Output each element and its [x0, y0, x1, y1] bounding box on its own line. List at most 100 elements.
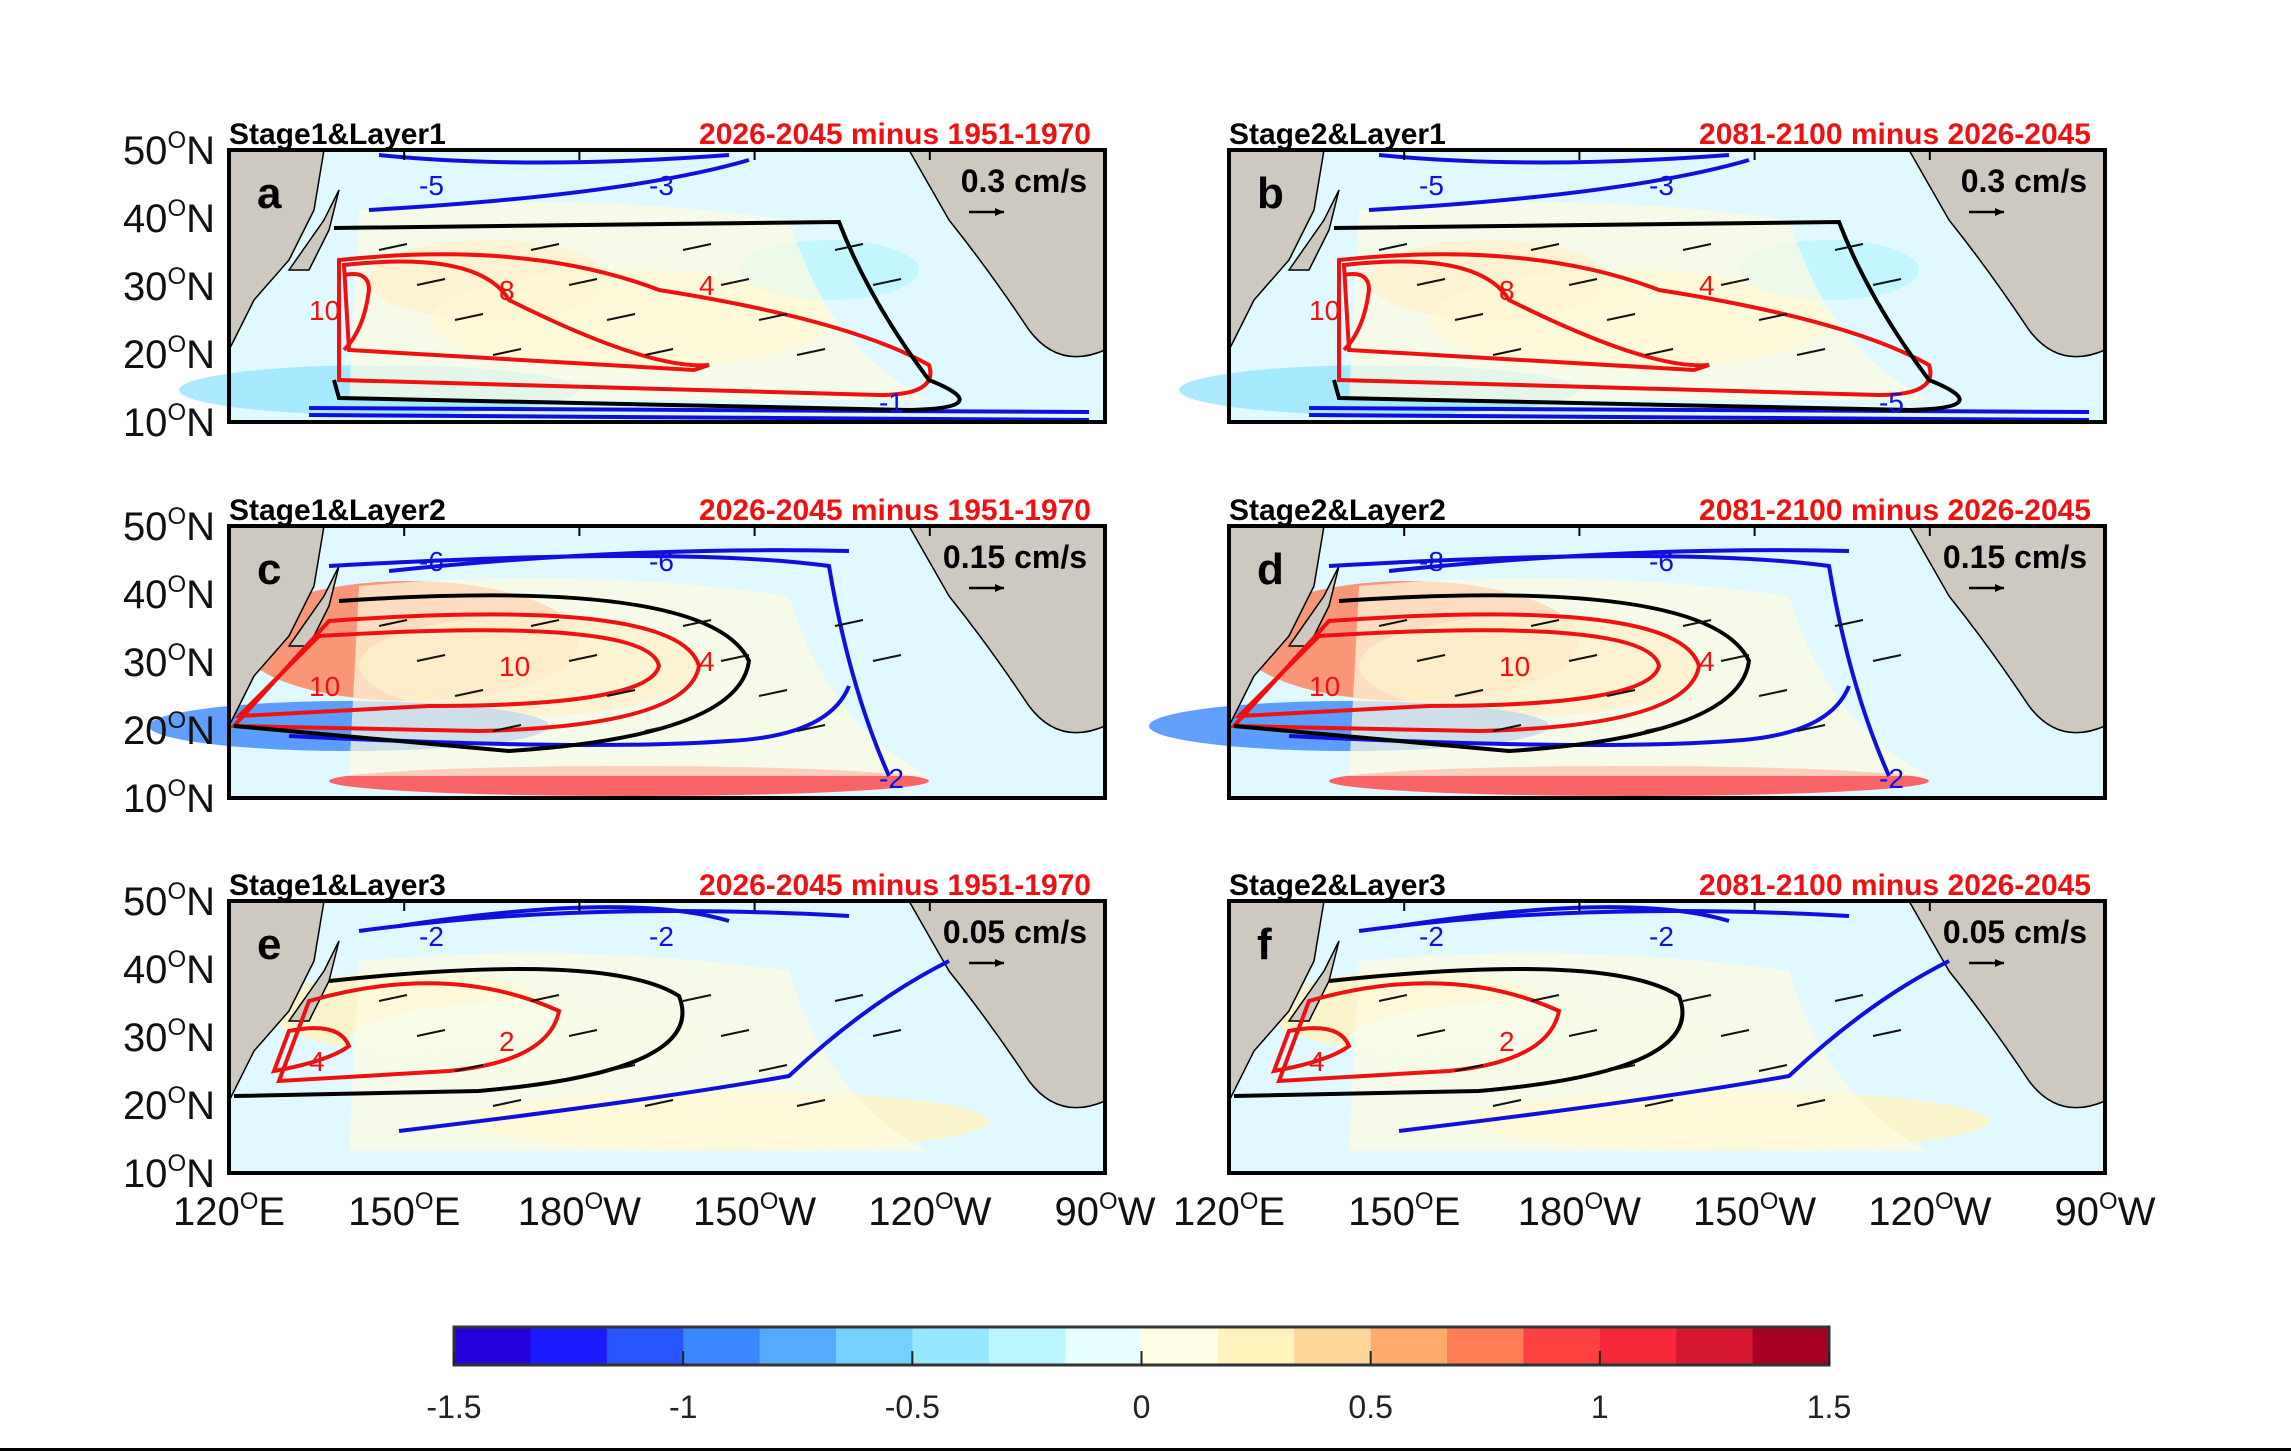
lon-tick-label: 90OW: [2055, 1188, 2156, 1234]
contour-label: 8: [499, 275, 515, 306]
velocity-arrow: [1720, 278, 1750, 286]
velocity-arrow: [1834, 994, 1864, 1002]
positive-contour: [270, 1026, 352, 1074]
panel-period: 2026-2045 minus 1951-1970: [699, 494, 1091, 527]
negative-contour: [398, 905, 730, 928]
lat-hemisphere: N: [186, 948, 215, 992]
map-panel-c: -6 -6 -2 10 10 4 c Stage1&Layer2 2026-2045 minus…: [123, 494, 1107, 821]
panel-letter: b: [1257, 169, 1284, 218]
velocity-arrow: [1644, 1099, 1674, 1107]
lat-hemisphere: N: [186, 709, 215, 753]
map-panel-d: -8 -6 -2 10 10 4 d Stage2&Layer2 2081-2100 minus…: [1149, 494, 2107, 800]
panel-title: Stage2&Layer3: [1229, 869, 1446, 902]
colorbar-bin: [1065, 1327, 1142, 1365]
panel-letter: a: [257, 169, 282, 218]
degree-sign: O: [1415, 1188, 1434, 1215]
panel-letter: e: [257, 920, 281, 969]
negative-contour: [1398, 905, 1730, 928]
contour-label: -6: [649, 546, 674, 577]
colorbar-bin: [988, 1327, 1066, 1365]
positive-contour: [1276, 981, 1562, 1084]
degree-sign: O: [167, 707, 186, 734]
lat-value: 50: [123, 880, 168, 924]
positive-contour: [342, 272, 372, 352]
contour-label: 10: [1499, 651, 1530, 682]
lon-value: 150: [1693, 1190, 1760, 1234]
velocity-arrow: [1758, 313, 1788, 321]
anomaly-shading: [1349, 578, 1929, 776]
velocity-arrow: [568, 1029, 598, 1037]
velocity-arrow: [1416, 278, 1446, 286]
north-america-land: [1907, 525, 2106, 734]
velocity-arrow: [1378, 994, 1408, 1002]
panel-period: 2081-2100 minus 2026-2045: [1699, 869, 2091, 902]
panel-title: Stage2&Layer2: [1229, 494, 1446, 527]
lon-hemisphere: W: [1954, 1190, 1992, 1234]
lat-value: 40: [123, 573, 168, 617]
lon-value: 120: [1173, 1190, 1240, 1234]
negative-contour: [398, 959, 950, 1133]
lat-tick-label: 40ON: [123, 946, 215, 992]
velocity-arrow: [796, 724, 826, 732]
lat-tick-label: 50ON: [123, 878, 215, 924]
degree-sign: O: [167, 127, 186, 154]
lon-hemisphere: W: [954, 1190, 992, 1234]
lat-hemisphere: N: [186, 265, 215, 309]
positive-contour: [1341, 259, 1710, 373]
degree-sign: O: [167, 399, 186, 426]
velocity-arrow: [416, 278, 446, 286]
velocity-arrow: [1454, 1064, 1484, 1072]
negative-contour: [1378, 153, 1730, 165]
panel-title: Stage1&Layer2: [229, 494, 446, 527]
negative-contour: [308, 406, 1090, 414]
velocity-arrow: [454, 689, 484, 697]
zero-contour: [233, 593, 752, 754]
reference-vector-label: 0.3 cm/s: [961, 163, 1087, 199]
lon-hemisphere: W: [778, 1190, 816, 1234]
velocity-arrow: [1720, 1029, 1750, 1037]
positive-contour: [1233, 628, 1662, 719]
lat-tick-label: 10ON: [123, 1150, 215, 1196]
velocity-arrow: [720, 1029, 750, 1037]
lat-tick-label: 10ON: [123, 775, 215, 821]
velocity-arrow: [758, 1064, 788, 1072]
lat-hemisphere: N: [186, 1152, 215, 1196]
contour-label: 4: [309, 1046, 325, 1077]
velocity-arrow: [1492, 1099, 1522, 1107]
lat-value: 20: [123, 333, 168, 377]
velocity-arrow: [1568, 278, 1598, 286]
velocity-arrow: [1530, 243, 1560, 251]
velocity-arrow: [1682, 243, 1712, 251]
lat-hemisphere: N: [186, 1016, 215, 1060]
bottom-border: [0, 1448, 2291, 1451]
lat-value: 10: [123, 401, 168, 445]
lat-tick-label: 10ON: [123, 399, 215, 445]
velocity-arrow: [1416, 654, 1446, 662]
velocity-arrow: [1644, 724, 1674, 732]
velocity-arrow: [682, 619, 712, 627]
degree-sign: O: [167, 331, 186, 358]
velocity-arrow: [530, 243, 560, 251]
reference-arrow-icon: [1995, 208, 2004, 216]
velocity-arrow: [682, 994, 712, 1002]
map-panel-e: -2 -2 4 2 e Stage1&Layer3 2026-2045 minus 1951…: [123, 869, 1156, 1234]
negative-contour: [1308, 406, 2090, 414]
colorbar-bin: [835, 1327, 913, 1365]
velocity-arrow: [834, 994, 864, 1002]
reference-arrow-icon: [995, 208, 1004, 216]
lon-tick-label: 120OE: [1173, 1188, 1285, 1234]
contour-label: -2: [1419, 921, 1444, 952]
colorbar-bin: [1523, 1327, 1601, 1365]
lat-hemisphere: N: [186, 333, 215, 377]
velocity-arrow: [834, 243, 864, 251]
velocity-arrow: [644, 348, 674, 356]
degree-sign: O: [167, 503, 186, 530]
positive-contour: [1342, 272, 1372, 352]
velocity-arrow: [796, 1099, 826, 1107]
lon-hemisphere: E: [434, 1190, 461, 1234]
lat-tick-label: 50ON: [123, 127, 215, 173]
velocity-arrow: [1834, 619, 1864, 627]
velocity-arrow: [758, 689, 788, 697]
contour-label: -8: [1419, 546, 1444, 577]
velocity-arrow: [378, 619, 408, 627]
